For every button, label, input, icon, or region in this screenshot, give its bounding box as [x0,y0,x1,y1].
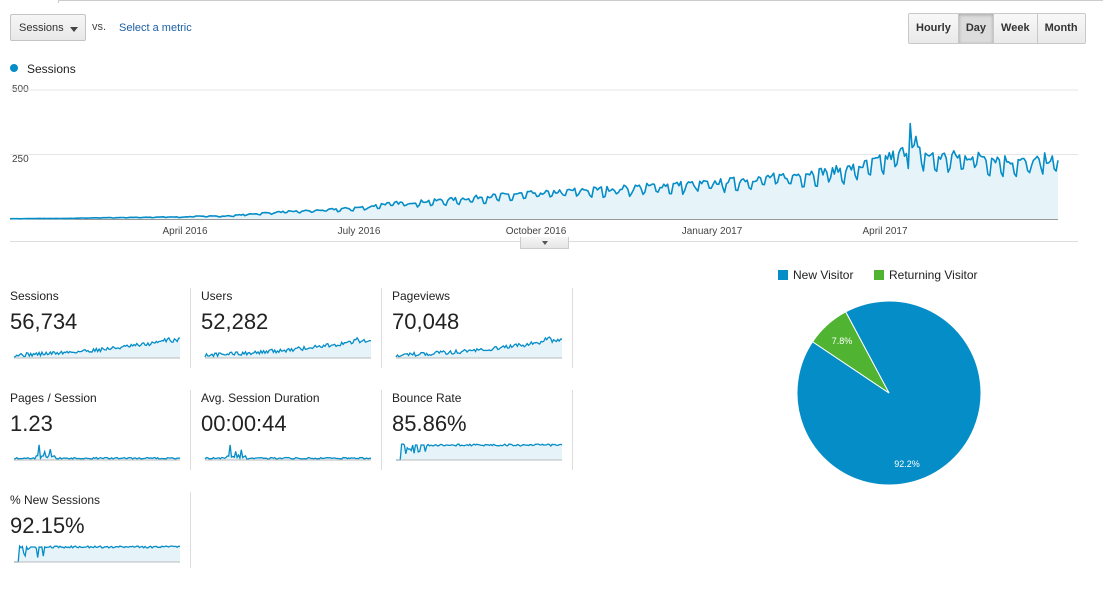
pages-per-session-sparkline [13,444,181,461]
sessions-sparkline [13,336,181,359]
metric-name: Pages / Session [10,391,97,405]
metric-pageviews[interactable]: Pageviews 70,048 [392,289,572,389]
sparkline-line [14,544,181,563]
x-tick-january-2017: January 2017 [681,226,743,237]
metric-users[interactable]: Users 52,282 [201,289,381,389]
returning-visitor-swatch [874,270,884,280]
sparkline-line [204,444,372,461]
sparkline-area [14,337,180,358]
select-metric-link[interactable]: Select a metric [119,22,192,34]
metric-separator [572,390,573,470]
pie-label-returning-visitor: 7.8% [832,336,853,346]
collapse-chart-button[interactable] [520,237,569,249]
metric-select[interactable]: Sessions [10,14,86,41]
sessions-area [10,123,1058,219]
metric-new-sessions[interactable]: % New Sessions 92.15% [10,493,190,593]
metric-value: 92.15% [10,513,85,538]
sessions-legend-dot [10,64,18,72]
time-granularity-toggle: Hourly Day Week Month [908,13,1086,44]
month-button[interactable]: Month [1037,14,1085,43]
sparkline-line [204,336,371,358]
metric-separator [190,390,191,470]
sparkline-line [396,443,563,461]
x-tick-july-2016: July 2016 [337,226,381,237]
day-button[interactable]: Day [958,14,995,43]
top-border [0,0,1103,4]
sparkline-line [395,336,563,358]
x-tick-april-2016: April 2016 [162,226,208,237]
metric-separator [190,288,191,368]
metric-sessions[interactable]: Sessions 56,734 [10,289,190,389]
metric-value: 00:00:44 [201,411,287,436]
sparkline-area [396,337,562,358]
y-tick-250: 250 [12,154,29,165]
metric-separator [381,390,382,470]
sparkline-area [14,546,180,562]
metric-value: 56,734 [10,309,78,334]
sparkline-line [13,336,181,358]
pie-legend-new-visitor[interactable]: New Visitor [778,268,853,282]
vs-label: vs. [92,21,107,33]
dropdown-arrow-icon [70,27,78,32]
metric-value: 1.23 [10,411,53,436]
metric-name: Users [201,289,233,303]
top-tab-fragment [0,0,59,3]
metric-value: 52,282 [201,309,269,334]
metric-name: Sessions [10,289,59,303]
metric-pages-per-session[interactable]: Pages / Session 1.23 [10,391,190,491]
metric-value: 85.86% [392,411,467,436]
hourly-button[interactable]: Hourly [909,14,959,43]
x-tick-october-2016: October 2016 [505,226,567,237]
pie-slice-returning-visitor[interactable] [811,311,890,394]
users-sparkline [204,336,371,359]
sparkline-area [396,444,562,460]
metric-separator [572,288,573,368]
pageviews-sparkline [395,336,563,359]
metric-name: Pageviews [392,289,451,303]
metric-avg-session-duration[interactable]: Avg. Session Duration 00:00:44 [201,391,381,491]
chevron-down-icon [542,241,548,245]
week-button[interactable]: Week [994,14,1038,43]
sparkline-line [13,444,181,461]
metric-separator [190,492,191,568]
metric-separator [381,288,382,368]
pie-label-new-visitor: 92.2% [894,459,920,469]
new-visitor-swatch [778,270,788,280]
pie-legend-label: New Visitor [793,268,854,282]
metric-name: % New Sessions [10,493,101,507]
x-tick-april-2017: April 2017 [862,226,908,237]
sparkline-area [205,337,371,358]
pie-legend-label: Returning Visitor [889,268,978,282]
metric-select-value: Sessions [19,22,64,34]
sessions-line-chart[interactable] [0,0,1103,245]
bounce-rate-sparkline [396,443,563,461]
pie-legend-returning-visitor[interactable]: Returning Visitor [874,268,978,282]
metric-name: Avg. Session Duration [201,391,320,405]
visitor-type-pie-chart[interactable]: 92.2% 7.8% [790,294,988,492]
metric-bounce-rate[interactable]: Bounce Rate 85.86% [392,391,572,491]
metric-name: Bounce Rate [392,391,462,405]
avg-session-duration-sparkline [204,444,372,461]
metric-value: 70,048 [392,309,460,334]
sessions-legend-label[interactable]: Sessions [27,62,76,76]
new-sessions-sparkline [14,544,181,563]
sessions-line [9,122,1059,220]
